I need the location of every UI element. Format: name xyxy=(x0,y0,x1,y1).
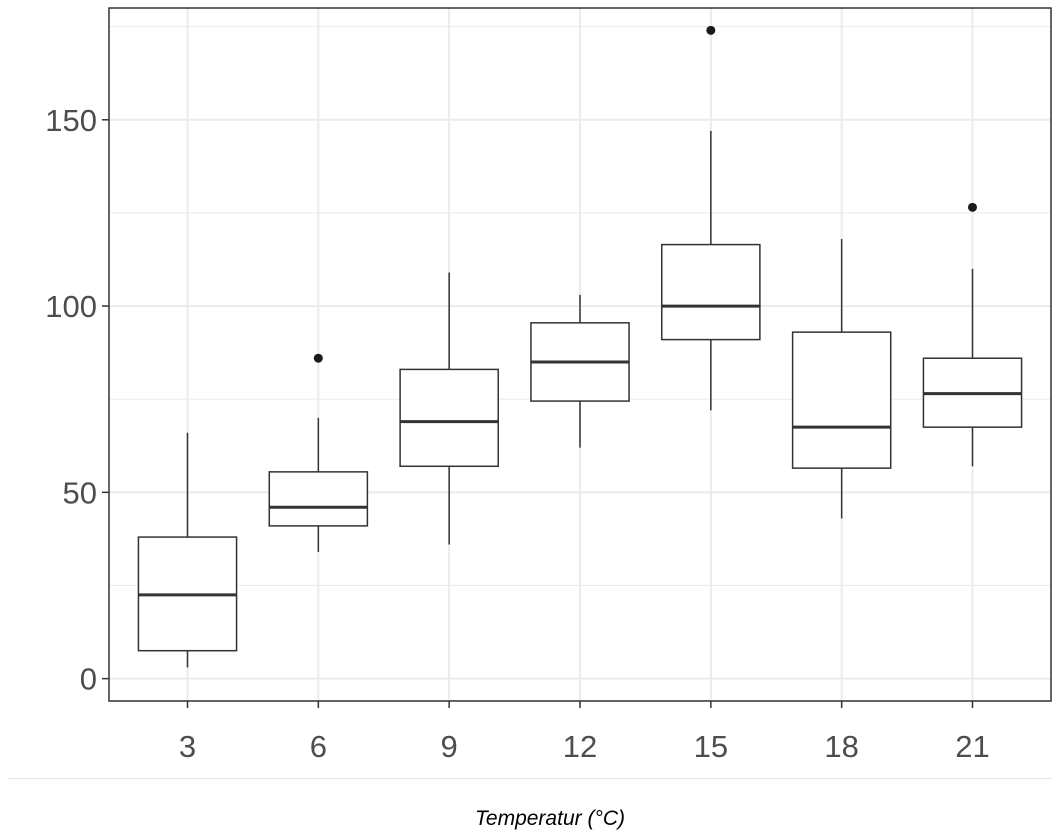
box xyxy=(399,368,499,468)
box-group xyxy=(922,202,1023,467)
x-axis-title: Temperatur (°C) xyxy=(475,807,625,830)
y-tick-label: 100 xyxy=(45,289,97,324)
x-tick-label: 15 xyxy=(694,729,728,764)
box xyxy=(791,331,892,469)
y-tick-label: 50 xyxy=(63,475,97,510)
box xyxy=(268,471,369,527)
y-tick-label: 0 xyxy=(80,662,97,697)
y-tick-label: 150 xyxy=(45,103,97,138)
divider xyxy=(8,778,1052,779)
box-group xyxy=(791,239,892,519)
box-group xyxy=(137,432,238,668)
panel-border xyxy=(108,7,1052,702)
x-tick-label: 21 xyxy=(955,729,989,764)
outlier-point xyxy=(706,25,716,35)
box-group xyxy=(268,353,369,552)
x-tick-label: 12 xyxy=(563,729,597,764)
outlier-point xyxy=(313,353,323,363)
box-group xyxy=(661,25,761,411)
x-tick-label: 6 xyxy=(310,729,327,764)
outlier-point xyxy=(968,202,977,212)
box-group xyxy=(530,294,630,448)
x-tick-label: 9 xyxy=(441,729,458,764)
y-axis-ticks: 0 50 100 150 xyxy=(45,103,109,697)
box-group xyxy=(399,272,499,545)
x-axis-ticks: 3 6 9 12 15 18 21 xyxy=(179,701,990,764)
boxes xyxy=(137,25,1023,668)
x-tick-label: 18 xyxy=(824,729,858,764)
x-tick-label: 3 xyxy=(179,729,196,764)
box xyxy=(661,243,761,341)
